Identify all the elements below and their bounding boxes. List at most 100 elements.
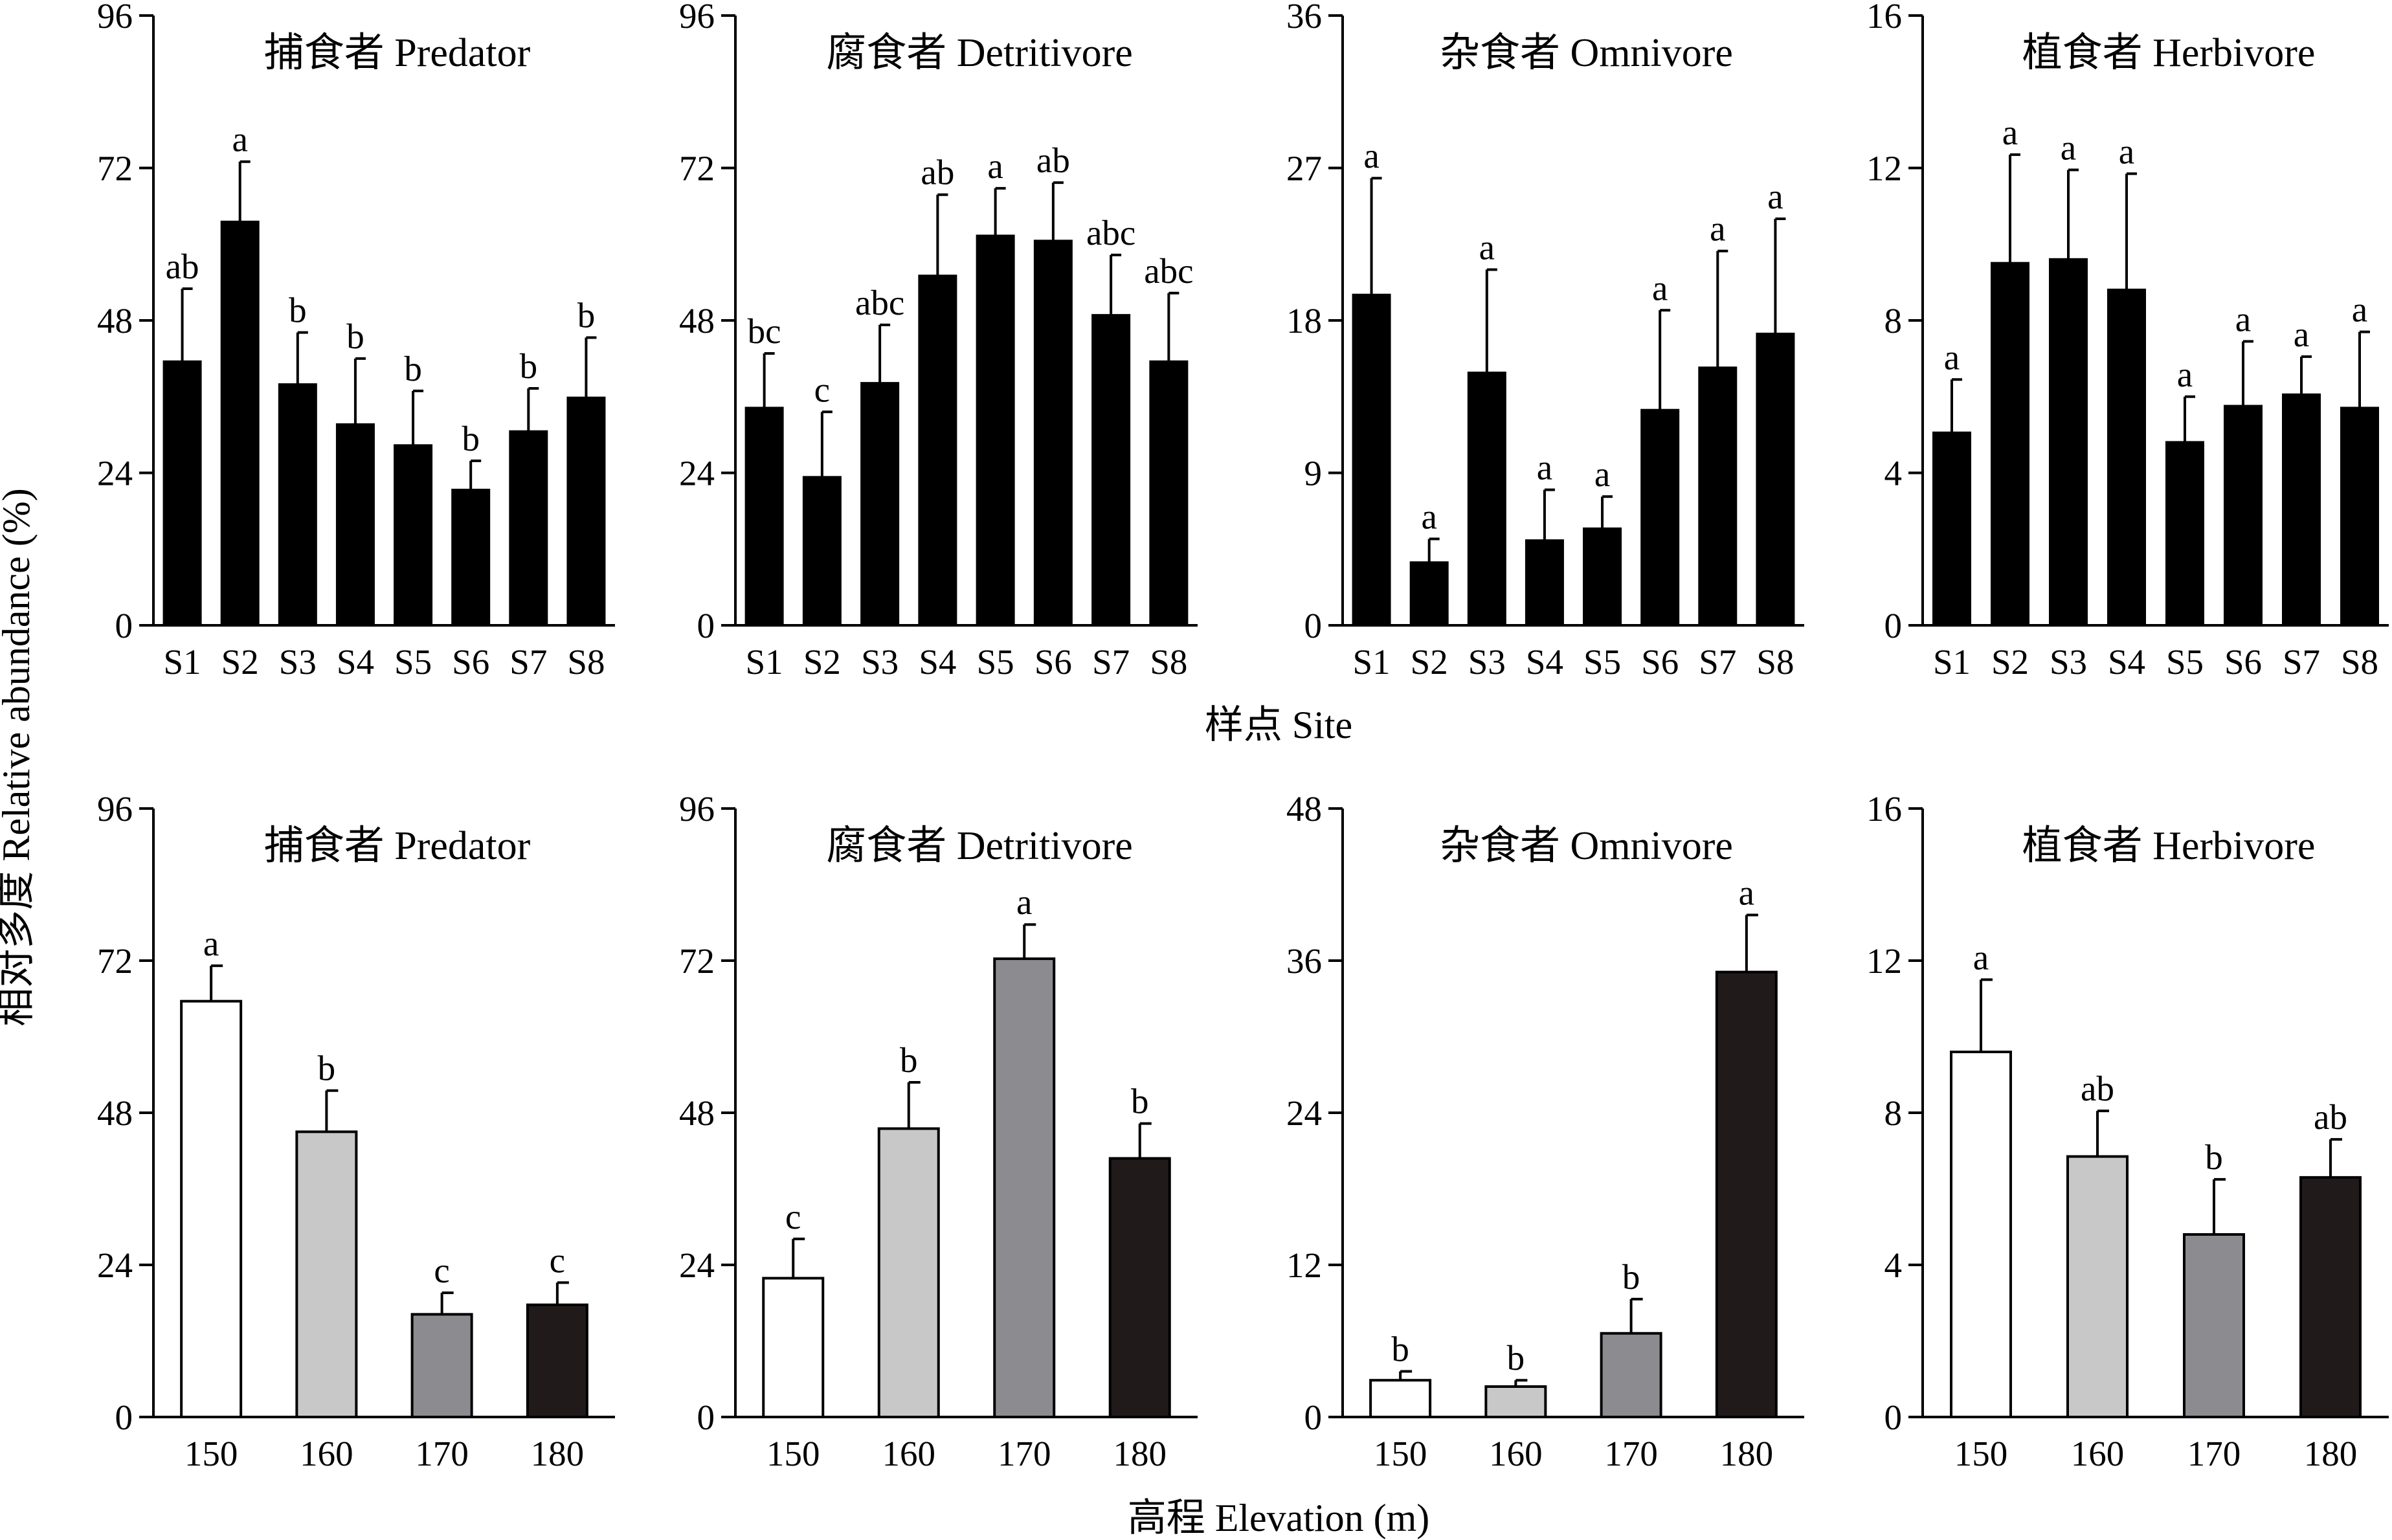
significance-label: a <box>2235 299 2251 339</box>
significance-label: b <box>2205 1137 2223 1177</box>
bar <box>526 1303 588 1418</box>
bar <box>1409 561 1449 627</box>
significance-label: a <box>232 120 247 159</box>
panel-title: 植食者 Herbivore <box>2022 31 2316 75</box>
y-tick-label: 16 <box>1866 789 1902 829</box>
panel-detritivore-sites: 腐食者 Detritivore 0 24 48 72 96 bc S1 c S2 abc S3 ab S4… <box>679 0 1198 682</box>
y-tick-label: 9 <box>1304 454 1323 493</box>
x-tick-label: S8 <box>2341 642 2378 682</box>
significance-label: c <box>434 1251 449 1290</box>
bar <box>1369 1379 1432 1418</box>
significance-label: b <box>462 419 480 458</box>
bar <box>509 430 548 627</box>
y-tick-label: 24 <box>679 1245 715 1285</box>
significance-label: a <box>1710 209 1725 249</box>
x-tick-label: 150 <box>1374 1434 1427 1473</box>
y-tick-label: 0 <box>115 606 133 645</box>
row1-x-axis-title: 样点 Site <box>1205 704 1352 746</box>
x-tick-label: S2 <box>1411 642 1448 682</box>
significance-label: b <box>346 317 364 356</box>
y-tick-label: 72 <box>97 941 133 981</box>
significance-label: ab <box>2081 1069 2114 1108</box>
bar <box>1149 360 1189 627</box>
significance-label: ab <box>921 153 954 192</box>
bar <box>278 383 317 627</box>
y-tick-label: 12 <box>1866 149 1902 188</box>
x-tick-label: S4 <box>2108 642 2145 682</box>
significance-label: c <box>550 1240 565 1280</box>
y-tick-label: 36 <box>1286 941 1322 981</box>
y-tick-label: 0 <box>115 1398 133 1437</box>
y-tick-label: 12 <box>1286 1245 1322 1285</box>
x-tick-label: S2 <box>1991 642 2029 682</box>
bar <box>180 999 243 1418</box>
y-tick-label: 0 <box>1304 606 1323 645</box>
x-tick-label: 160 <box>882 1434 936 1473</box>
significance-label: a <box>2177 355 2193 394</box>
x-tick-label: S4 <box>337 642 374 682</box>
x-tick-label: S7 <box>1092 642 1130 682</box>
significance-label: b <box>404 349 422 388</box>
x-tick-label: 150 <box>1954 1434 2008 1473</box>
y-tick-label: 24 <box>679 454 715 493</box>
bar <box>1583 527 1622 627</box>
x-tick-label: 170 <box>998 1434 1051 1473</box>
bar <box>1600 1332 1662 1418</box>
bar <box>162 360 202 627</box>
y-tick-label: 4 <box>1884 454 1903 493</box>
x-tick-label: S3 <box>861 642 899 682</box>
bar <box>2340 407 2379 627</box>
panel-predator-sites: 捕食者 Predator 0 24 48 72 96 ab S1 a S2 b S3 b S4 b S5 b S6… <box>97 0 615 682</box>
y-tick-label: 4 <box>1884 1245 1903 1285</box>
bar <box>1698 366 1738 627</box>
x-tick-label: S2 <box>221 642 259 682</box>
x-tick-label: 180 <box>531 1434 585 1473</box>
y-tick-label: 48 <box>97 1093 133 1133</box>
x-tick-label: 160 <box>300 1434 353 1473</box>
significance-label: a <box>1739 873 1754 913</box>
y-tick-label: 96 <box>679 789 715 829</box>
bar <box>2282 393 2321 627</box>
significance-label: a <box>987 146 1003 186</box>
y-axis-title: 相对多度 Relative abundance (%) <box>0 488 38 1026</box>
bar <box>1108 1157 1171 1418</box>
bar <box>1932 431 1971 627</box>
significance-label: bc <box>748 311 781 351</box>
x-tick-label: S6 <box>2224 642 2262 682</box>
x-tick-label: S6 <box>1641 642 1679 682</box>
y-tick-label: 48 <box>1286 789 1322 829</box>
x-tick-label: 170 <box>1604 1434 1658 1473</box>
significance-label: b <box>1507 1338 1525 1378</box>
panel-title: 植食者 Herbivore <box>2022 824 2316 868</box>
bar <box>993 957 1056 1418</box>
y-tick-label: 8 <box>1884 1093 1903 1133</box>
panel-title: 腐食者 Detritivore <box>826 824 1133 868</box>
bar <box>1484 1385 1547 1418</box>
bar <box>2299 1176 2362 1418</box>
bar <box>2183 1233 2245 1418</box>
y-tick-label: 96 <box>97 789 133 829</box>
y-tick-label: 24 <box>1286 1093 1322 1133</box>
significance-label: b <box>900 1040 918 1080</box>
x-tick-label: S6 <box>1034 642 1072 682</box>
x-tick-label: S8 <box>1150 642 1187 682</box>
y-tick-label: 48 <box>679 301 715 340</box>
panel-title: 捕食者 Predator <box>264 31 531 75</box>
x-tick-label: 160 <box>1489 1434 1543 1473</box>
panel-herbivore-sites: 植食者 Herbivore 0 4 8 12 16 a S1 a S2 a S3 a S4 a S5 a S6 a S… <box>1866 0 2389 682</box>
x-tick-label: S8 <box>567 642 605 682</box>
y-tick-label: 72 <box>97 149 133 188</box>
significance-label: ab <box>166 247 199 286</box>
significance-label: b <box>1622 1257 1640 1297</box>
significance-label: a <box>1016 882 1032 922</box>
panel-title: 杂食者 Omnivore <box>1440 31 1733 75</box>
significance-label: b <box>577 295 596 335</box>
y-tick-label: 18 <box>1286 301 1322 340</box>
y-tick-label: 48 <box>97 301 133 340</box>
bar <box>2165 441 2204 627</box>
bar <box>2066 1155 2129 1418</box>
bar <box>976 234 1015 627</box>
bar <box>451 488 491 627</box>
bar <box>1756 332 1795 627</box>
